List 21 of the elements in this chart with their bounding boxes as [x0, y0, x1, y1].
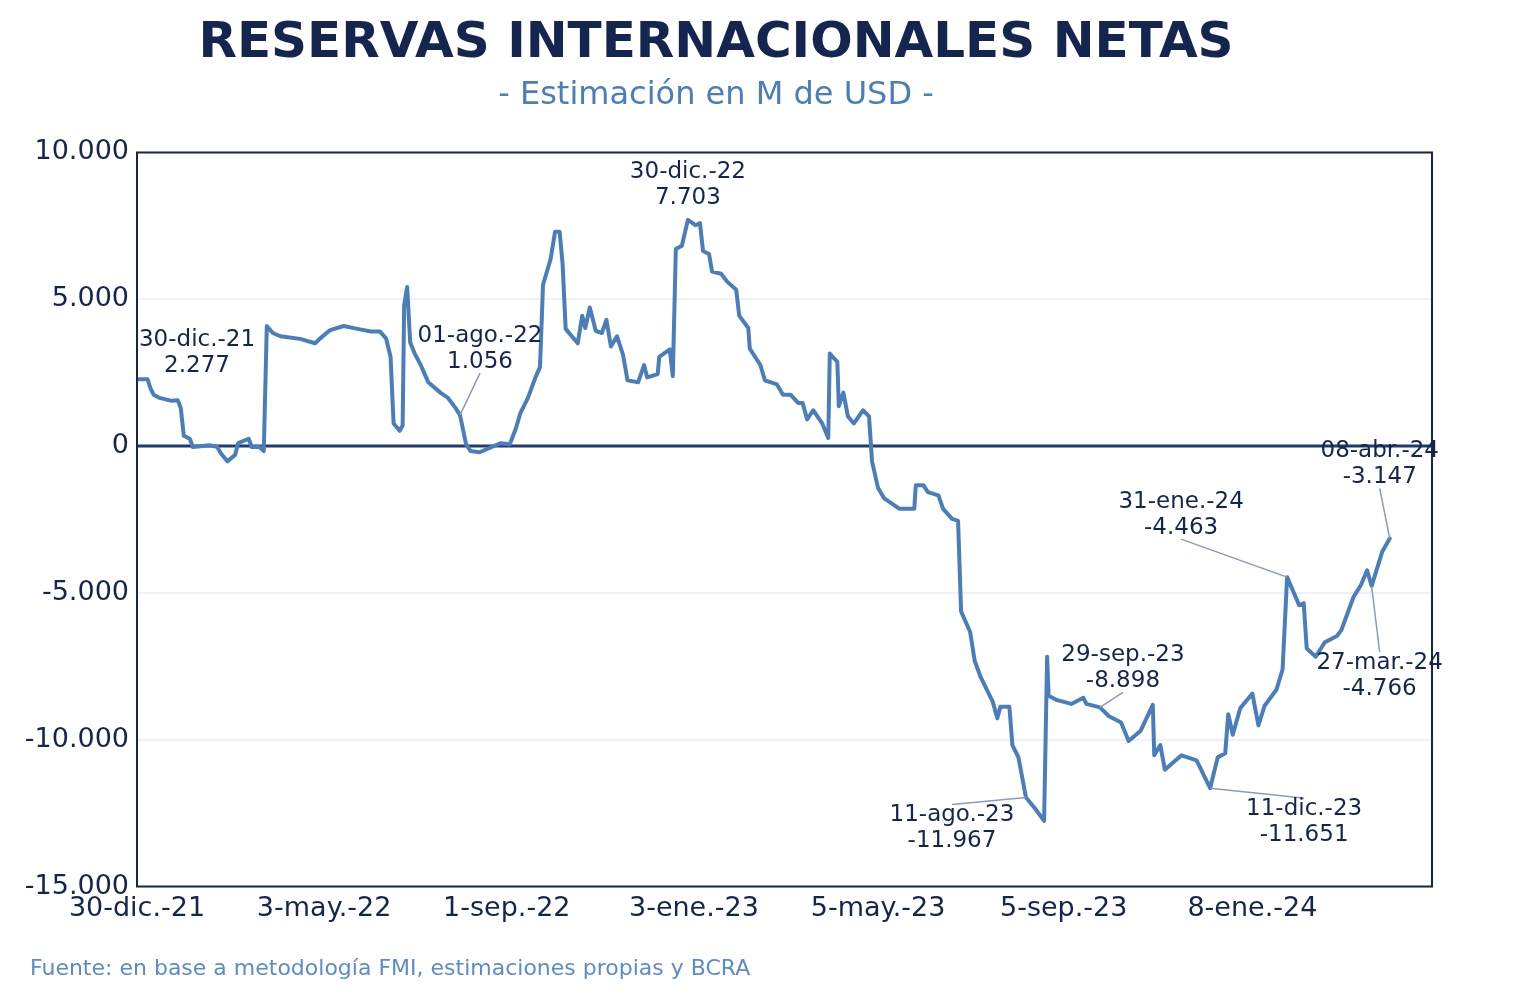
annotation: 01-ago.-22 1.056: [417, 321, 543, 374]
source-note: Fuente: en base a metodología FMI, estimaciones propias y BCRA: [30, 955, 751, 980]
x-tick-label: 5-may.-23: [810, 890, 946, 922]
annotation: 29-sep.-23 -8.898: [1061, 640, 1185, 693]
y-tick-label: 10.000: [34, 134, 129, 166]
x-tick-label: 1-sep.-22: [443, 890, 571, 922]
y-tick-label: -10.000: [24, 721, 129, 753]
x-tick-label: 3-may.-22: [256, 890, 392, 922]
y-tick-label: -5.000: [41, 574, 129, 606]
annotation: 31-ene.-24 -4.463: [1118, 487, 1244, 540]
annotation: 30-dic.-22 7.703: [629, 156, 746, 209]
chart-title: RESERVAS INTERNACIONALES NETAS: [198, 10, 1234, 69]
x-tick-label: 8-ene.-24: [1187, 890, 1318, 922]
annotation: 30-dic.-21 2.277: [138, 325, 256, 378]
x-tick-label: 3-ene.-23: [628, 890, 759, 922]
y-tick-label: 5.000: [51, 281, 129, 313]
chart-subtitle: - Estimación en M de USD -: [498, 73, 934, 112]
annotation: 11-dic.-23 -11.651: [1246, 794, 1363, 847]
annotation: 11-ago.-23 -11.967: [889, 800, 1015, 853]
y-tick-label: 0: [111, 428, 129, 460]
x-tick-label: 5-sep.-23: [1000, 890, 1128, 922]
